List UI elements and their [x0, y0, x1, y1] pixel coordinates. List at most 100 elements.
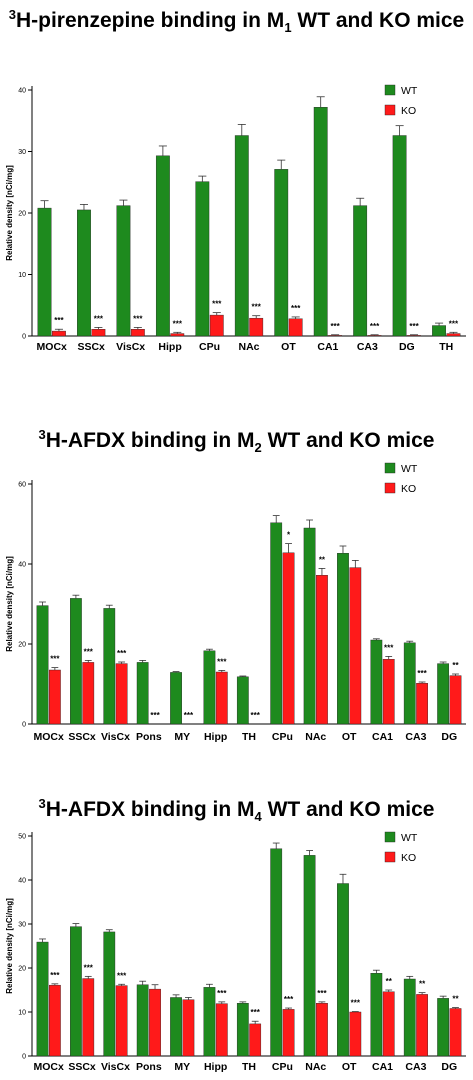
- title-post: WT and KO mice: [291, 9, 465, 32]
- y-tick-label: 30: [18, 922, 26, 929]
- title-subscript: 2: [254, 440, 262, 456]
- bar-chart-m4: 0 10 20 30 40 50 Relative density [nCi/mg] *** M…: [5, 831, 466, 1073]
- title-main: H-pirenzepine binding in M: [15, 9, 285, 32]
- bar-wt: [403, 978, 416, 1057]
- x-tick-label: CPu: [199, 341, 220, 353]
- bar-ko: [215, 671, 228, 725]
- x-tick-label: CA3: [405, 1061, 426, 1073]
- legend-label-ko: KO: [401, 483, 416, 495]
- significance-label: **: [452, 995, 459, 1004]
- x-tick-label: MY: [174, 731, 190, 743]
- y-axis-label: Relative density [nCi/mg]: [5, 556, 14, 652]
- bar-ko: [48, 669, 61, 725]
- bar-wt: [392, 135, 407, 337]
- significance-label: *: [287, 531, 291, 540]
- y-tick-label: 0: [22, 334, 26, 341]
- significance-label: ***: [133, 314, 143, 323]
- title-superscript: 3: [8, 7, 16, 22]
- bar-wt: [103, 931, 116, 1057]
- significance-label: ***: [370, 322, 380, 331]
- y-axis-label: Relative density [nCi/mg]: [5, 165, 14, 261]
- x-tick-label: MOCx: [37, 341, 67, 353]
- legend-swatch-ko: [384, 482, 396, 494]
- bar-wt: [70, 926, 82, 1057]
- bar-ko: [48, 984, 61, 1057]
- x-tick-label: CA3: [405, 731, 426, 743]
- bar-ko: [382, 991, 395, 1057]
- significance-label: ***: [330, 322, 340, 331]
- bar-ko: [130, 329, 145, 337]
- bar-wt: [77, 209, 91, 337]
- bar-ko: [349, 567, 362, 725]
- bar-wt: [36, 605, 49, 725]
- x-tick-label: Pons: [136, 1061, 162, 1073]
- bar-ko: [288, 318, 303, 337]
- bar-ko: [282, 1009, 295, 1057]
- bar-ko: [349, 1011, 362, 1057]
- x-tick-label: VisCx: [116, 341, 145, 353]
- bar-ko: [82, 662, 95, 725]
- chart-title: 3H-AFDX binding in M2 WT and KO mice: [0, 428, 473, 456]
- bar-wt: [370, 639, 383, 725]
- x-tick-label: CA1: [317, 341, 338, 353]
- significance-label: ***: [184, 711, 194, 720]
- title-subscript: 1: [284, 20, 292, 36]
- significance-label: ***: [94, 314, 104, 323]
- significance-label: ***: [212, 300, 222, 309]
- chart-title: 3H-AFDX binding in M4 WT and KO mice: [0, 796, 473, 823]
- significance-label: ***: [409, 322, 419, 331]
- y-tick-label: 0: [22, 722, 26, 729]
- y-tick-label: 10: [18, 1010, 26, 1017]
- bar-ko: [149, 988, 161, 1057]
- x-tick-label: DG: [399, 341, 415, 353]
- bar-wt: [203, 650, 216, 725]
- bar-wt: [36, 941, 49, 1057]
- x-tick-label: TH: [439, 341, 453, 353]
- x-tick-label: OT: [342, 731, 357, 743]
- bar-ko: [209, 314, 224, 337]
- x-tick-label: MY: [174, 1061, 190, 1073]
- bar-ko: [449, 1008, 462, 1057]
- bar-ko: [91, 329, 106, 337]
- x-tick-label: SSCx: [68, 731, 96, 743]
- x-tick-label: DG: [441, 731, 457, 743]
- chart-title: 3H-pirenzepine binding in M1 WT and KO m…: [0, 7, 473, 36]
- bar-wt: [303, 527, 316, 725]
- significance-label: ***: [251, 1008, 261, 1017]
- bar-wt: [170, 672, 182, 725]
- bar-wt: [274, 169, 289, 337]
- x-tick-label: DG: [441, 1061, 457, 1073]
- bar-wt: [136, 984, 149, 1057]
- legend-swatch-wt: [384, 84, 396, 96]
- significance-label: ***: [117, 649, 127, 658]
- bar-wt: [155, 155, 170, 337]
- y-tick-label: 50: [18, 834, 26, 841]
- bar-wt: [437, 663, 450, 725]
- legend-label-ko: KO: [401, 852, 416, 864]
- bar-wt: [370, 973, 383, 1057]
- y-tick-label: 20: [18, 966, 26, 973]
- bar-wt: [103, 608, 116, 725]
- title-superscript: 3: [38, 796, 46, 811]
- significance-label: ***: [217, 657, 227, 666]
- x-tick-label: VisCx: [101, 731, 130, 743]
- bar-ko: [215, 1003, 228, 1057]
- bar-ko: [416, 682, 428, 725]
- x-tick-label: CA3: [357, 341, 378, 353]
- x-tick-label: Hipp: [204, 1061, 227, 1073]
- bar-ko: [182, 999, 195, 1057]
- title-main: H-AFDX binding in M: [45, 798, 255, 821]
- x-tick-label: VisCx: [101, 1061, 130, 1073]
- bar-wt: [337, 552, 349, 725]
- bar-ko: [115, 663, 128, 725]
- bar-ko: [316, 1002, 328, 1057]
- bar-wt: [303, 855, 316, 1057]
- y-tick-label: 10: [18, 272, 26, 279]
- bar-wt: [270, 848, 283, 1057]
- bar-wt: [270, 522, 283, 725]
- bar-ko: [367, 335, 382, 337]
- x-tick-label: TH: [242, 1061, 256, 1073]
- significance-label: **: [452, 661, 459, 670]
- bar-ko: [82, 978, 95, 1057]
